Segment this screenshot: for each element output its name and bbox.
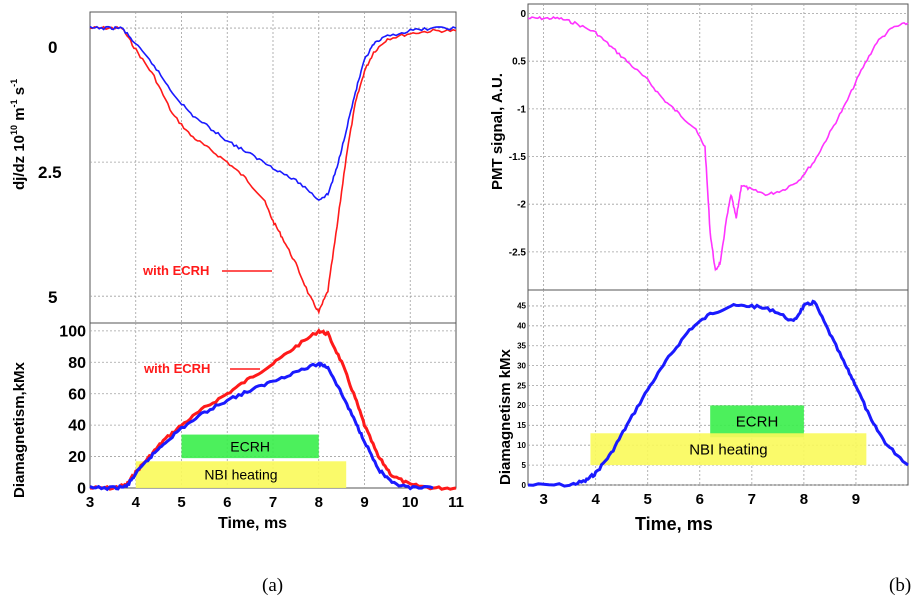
panel-a-bottom-bands: ECRH NBI heating xyxy=(135,434,347,488)
ylabel-sup-10: 10 xyxy=(9,125,19,135)
panel-b-bottom-band-label: NBI heating xyxy=(689,441,767,458)
panel-a-top-ytick-1: 2.5 xyxy=(38,163,62,182)
panel-b-bottom-ytick-label: 40 xyxy=(517,322,526,331)
panel-a-bottom-xtick-label: 11 xyxy=(448,494,464,511)
panel-a-bottom-xtick-label: 4 xyxy=(132,494,141,511)
panel-b-bottom-ytick-label: 10 xyxy=(517,441,526,450)
panel-a-bottom-xticks: 3 4 5 6 7 8 9 10 11 xyxy=(86,494,464,511)
panel-b-bottom-xtick-label: 9 xyxy=(852,491,860,508)
panel-b-bottom-ytick-label: 30 xyxy=(517,361,526,370)
panel-a-bottom-ylabel: Diamagnetism,kMx xyxy=(11,361,28,498)
panel-a-top-ylabel: dj/dz 1010 m-1 s-1 xyxy=(9,79,28,190)
panel-a-top-series-blue-line xyxy=(89,25,457,202)
panel-b-top-grid xyxy=(528,4,908,290)
panel-a-bottom-xtick-label: 5 xyxy=(177,494,185,511)
panel-a-bottom-band-label: ECRH xyxy=(230,438,270,454)
panel-a-bottom-band-green xyxy=(181,434,319,459)
panel-a-bottom-annotation: with ECRH xyxy=(143,361,210,376)
panel-b-top-ytick-label: -2.5 xyxy=(509,247,527,258)
panel-b-bottom-ytick-label: 45 xyxy=(517,302,526,311)
ylabel-m: m xyxy=(11,107,28,120)
panel-b-bottom-xlabel: Time, ms xyxy=(635,514,713,534)
ylabel-s: s xyxy=(11,87,28,95)
panel-a-top-grid xyxy=(90,12,456,323)
panel-a-bottom-ytick-label: 80 xyxy=(68,355,86,372)
panel-b-top-series-magenta-line xyxy=(527,15,909,272)
panel-b-bottom-band-label: ECRH xyxy=(736,414,779,431)
panel-b-bottom-ytick-label: 35 xyxy=(517,342,526,351)
panel-b-top-ytick-label: 0.5 xyxy=(512,57,526,68)
panel-b-bottom-ylabel: Diamagnetism kMx xyxy=(497,348,514,485)
panel-b-top-frame xyxy=(527,3,909,291)
panel-b-top-series xyxy=(527,15,909,272)
panel-b-bottom-ytick-label: 15 xyxy=(517,421,526,430)
panel-b-bottom-ytick-label: 20 xyxy=(517,401,526,410)
panel-b-bottom-xtick-label: 5 xyxy=(644,491,652,508)
panel-b-bottom-band-yellow xyxy=(590,433,867,466)
ylabel-sup-m: -1 xyxy=(9,99,19,107)
panel-b-bottom-xtick-label: 6 xyxy=(696,491,704,508)
subfigure-label-a: (a) xyxy=(262,575,284,596)
panel-a-bottom-xtick-label: 9 xyxy=(360,494,368,511)
panel-a-top-ytick-2: 5 xyxy=(48,288,57,307)
panel-a-bottom-ytick-label: 20 xyxy=(68,449,86,466)
panel-a-bottom-ytick-label: 60 xyxy=(68,386,86,403)
panel-b-top: 0 0.5 -1 -1.5 -2 -2.5 PMT signal, A.U. xyxy=(489,3,909,291)
panel-a-bottom-xtick-label: 3 xyxy=(86,494,94,511)
panel-a-bottom-band-yellow xyxy=(135,461,347,488)
panel-a-bottom-series-blue-line xyxy=(89,361,434,492)
panel-a-top-ytick-0: 0 xyxy=(48,38,57,57)
panel-a-bottom-ytick-label: 40 xyxy=(68,418,86,435)
panel-b-bottom-ytick-label: 0 xyxy=(522,481,527,490)
panel-b-bottom-ytick-label: 25 xyxy=(517,381,526,390)
panel-b-bottom-xtick-label: 8 xyxy=(800,491,808,508)
panel-b-bottom-xticks: 3 4 5 6 7 8 9 xyxy=(539,491,860,508)
panel-b-bottom-yticks: 0 5 10 15 20 25 30 35 40 45 xyxy=(517,302,526,490)
panel-a-top-series xyxy=(89,25,457,315)
ylabel-dj-dz: dj/dz 10 xyxy=(11,135,28,190)
panel-b-bottom-series xyxy=(527,299,909,488)
panel-b-top-ytick-label: -2 xyxy=(517,200,526,211)
svg-text:dj/dz 1010 m-1 s-1: dj/dz 1010 m-1 s-1 xyxy=(9,79,28,190)
panel-a-bottom-ytick-label: 100 xyxy=(59,323,86,340)
panel-b-top-ytick-label: -1 xyxy=(517,104,526,115)
panel-a-bottom-xtick-label: 10 xyxy=(402,494,419,511)
panel-a-bottom-xlabel: Time, ms xyxy=(218,515,287,532)
panel-b-bottom-band-green xyxy=(710,405,804,438)
panel-a-top-annotation: with ECRH xyxy=(142,263,209,278)
panel-b-bottom-xtick-label: 4 xyxy=(591,491,600,508)
panel-a-bottom-band-label: NBI heating xyxy=(204,467,277,483)
panel-a-bottom: ECRH NBI heating 0 20 40 60 80 100 3 4 5 6 7 8 9 10 11… xyxy=(11,322,464,532)
panel-b-top-yticks: 0 0.5 -1 -1.5 -2 -2.5 xyxy=(509,9,527,258)
panel-a-top: 0 2.5 5 dj/dz 1010 m-1 s-1 with ECRH xyxy=(9,11,457,324)
panel-b-top-ylabel: PMT signal, A.U. xyxy=(489,73,506,190)
panel-b-bottom-ytick-label: 5 xyxy=(522,461,527,470)
panel-a-bottom-xtick-label: 8 xyxy=(315,494,323,511)
panel-a-bottom-xtick-label: 6 xyxy=(223,494,231,511)
panel-a-bottom-yticks: 0 20 40 60 80 100 xyxy=(59,323,86,497)
panel-b-top-ytick-label: 0 xyxy=(520,9,526,20)
panel-b-bottom-xtick-label: 7 xyxy=(748,491,756,508)
panel-a-bottom-series xyxy=(89,328,457,492)
panel-b-bottom-bands: ECRH NBI heating xyxy=(590,405,867,466)
panel-a-top-series-red-line xyxy=(89,25,457,315)
subfigure-label-b: (b) xyxy=(889,575,912,596)
panel-b-bottom-series-blue-line xyxy=(527,299,909,488)
panel-b-top-ytick-label: -1.5 xyxy=(509,152,527,163)
panel-a-bottom-xtick-label: 7 xyxy=(269,494,277,511)
ylabel-sup-s: -1 xyxy=(9,79,19,87)
panel-b-bottom-xtick-label: 3 xyxy=(539,491,547,508)
panel-a-bottom-ytick-label: 0 xyxy=(77,481,86,498)
